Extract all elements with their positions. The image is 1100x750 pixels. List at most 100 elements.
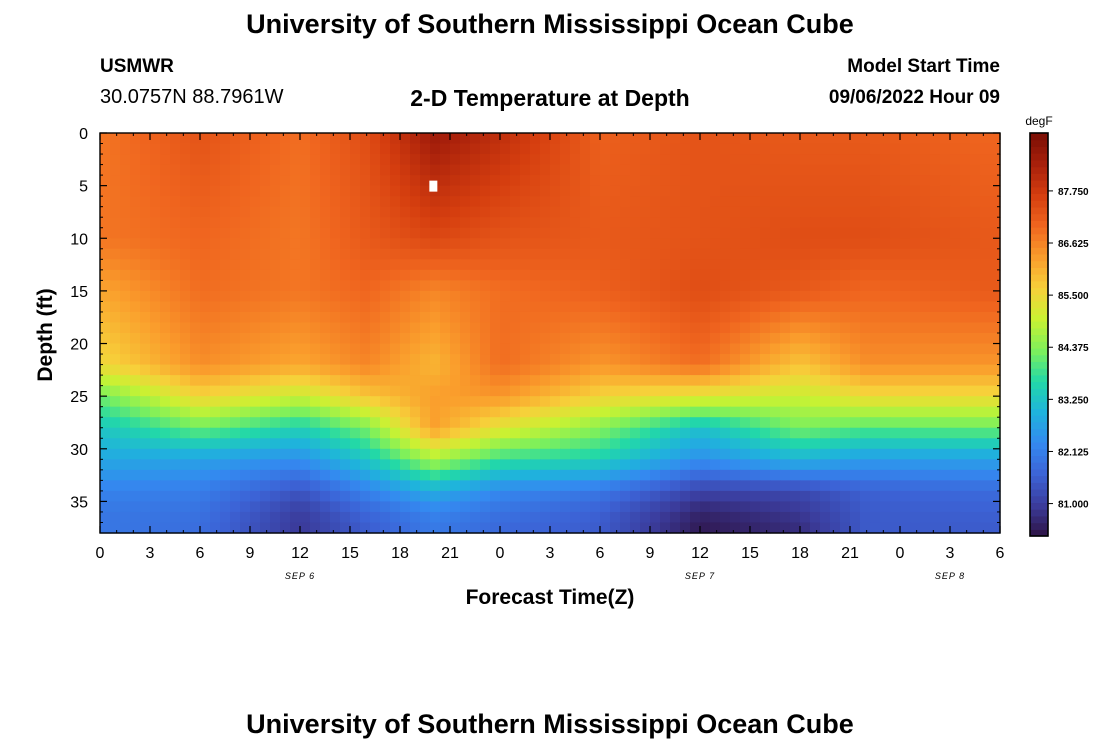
heatmap-cell — [410, 206, 421, 218]
heatmap-cell — [920, 417, 931, 429]
heatmap-cell — [470, 143, 481, 155]
heatmap-cell — [170, 227, 181, 239]
heatmap-cell — [350, 354, 361, 366]
heatmap-cell — [810, 259, 821, 271]
heatmap-cell — [140, 333, 151, 345]
heatmap-cell — [690, 217, 701, 229]
heatmap-cell — [310, 269, 321, 281]
heatmap-cell — [180, 480, 191, 492]
heatmap-cell — [310, 175, 321, 187]
heatmap-cell — [490, 511, 501, 524]
heatmap-cell — [950, 227, 961, 239]
heatmap-cell — [240, 490, 251, 503]
heatmap-cell — [760, 375, 771, 387]
heatmap-cell — [470, 333, 481, 345]
heatmap-cell — [370, 154, 381, 166]
heatmap-cell — [380, 375, 391, 387]
heatmap-cell — [770, 301, 781, 313]
heatmap-cell — [760, 343, 771, 355]
heatmap-cell — [690, 311, 701, 324]
heatmap-cell — [120, 248, 131, 260]
heatmap-cell — [340, 511, 351, 524]
heatmap-cell — [210, 427, 221, 439]
heatmap-cell — [270, 417, 281, 429]
heatmap-cell — [680, 259, 691, 271]
heatmap-cell — [120, 511, 131, 524]
heatmap-cell — [800, 238, 811, 250]
heatmap-cell — [800, 333, 811, 345]
heatmap-cell — [970, 448, 981, 460]
heatmap-cell — [870, 333, 881, 345]
heatmap-cell — [970, 490, 981, 503]
heatmap-cell — [460, 364, 471, 376]
heatmap-cell — [540, 406, 551, 418]
heatmap-cell — [510, 311, 521, 324]
heatmap-cell — [660, 269, 671, 281]
heatmap-cell — [310, 385, 321, 397]
heatmap-cell — [920, 269, 931, 281]
heatmap-cell — [150, 364, 161, 376]
heatmap-cell — [800, 427, 811, 439]
heatmap-cell — [100, 227, 111, 239]
heatmap-cell — [920, 322, 931, 334]
heatmap-cell — [960, 175, 971, 187]
heatmap-cell — [310, 343, 321, 355]
heatmap-cell — [830, 385, 841, 397]
heatmap-cell — [350, 438, 361, 450]
heatmap-cell — [810, 459, 821, 471]
heatmap-cell — [140, 196, 151, 208]
heatmap-cell — [220, 385, 231, 397]
heatmap-cell — [790, 248, 801, 260]
heatmap-cell — [960, 185, 971, 197]
heatmap-cell — [510, 490, 521, 503]
heatmap-cell — [450, 269, 461, 281]
heatmap-cell — [640, 248, 651, 260]
heatmap-cell — [750, 311, 761, 324]
heatmap-cell — [940, 490, 951, 503]
heatmap-cell — [670, 354, 681, 366]
heatmap-cell — [990, 248, 1001, 260]
heatmap-cell — [830, 417, 841, 429]
heatmap-cell — [330, 522, 341, 534]
heatmap-cell — [880, 290, 891, 303]
heatmap-cell — [900, 469, 911, 481]
heatmap-cell — [930, 227, 941, 239]
heatmap-cell — [330, 290, 341, 303]
heatmap-cell — [300, 459, 311, 471]
heatmap-cell — [670, 469, 681, 481]
heatmap-cell — [330, 143, 341, 155]
heatmap-cell — [460, 206, 471, 218]
heatmap-cell — [950, 480, 961, 492]
heatmap-cell — [550, 490, 561, 503]
heatmap-cell — [510, 259, 521, 271]
heatmap-cell — [920, 511, 931, 524]
heatmap-cell — [550, 511, 561, 524]
heatmap-cell — [450, 522, 461, 534]
heatmap-cell — [260, 438, 271, 450]
heatmap-cell — [800, 185, 811, 197]
heatmap-cell — [120, 206, 131, 218]
heatmap-cell — [750, 227, 761, 239]
heatmap-cell — [300, 427, 311, 439]
heatmap-cell — [520, 143, 531, 155]
heatmap-cell — [220, 343, 231, 355]
heatmap-cell — [600, 206, 611, 218]
heatmap-cell — [970, 175, 981, 187]
heatmap-cell — [540, 375, 551, 387]
heatmap-cell — [130, 417, 141, 429]
heatmap-cell — [730, 280, 741, 292]
heatmap-cell — [630, 238, 641, 250]
colorbar-segment — [1030, 159, 1048, 168]
heatmap-cell — [130, 480, 141, 492]
heatmap-cell — [350, 290, 361, 303]
heatmap-cell — [650, 290, 661, 303]
heatmap-cell — [280, 206, 291, 218]
heatmap-cell — [520, 522, 531, 534]
station-coordinates: 30.0757N 88.7961W — [100, 86, 284, 108]
heatmap-cell — [570, 238, 581, 250]
heatmap-cell — [800, 469, 811, 481]
heatmap-cell — [500, 501, 511, 513]
heatmap-cell — [770, 511, 781, 524]
heatmap-cell — [450, 290, 461, 303]
heatmap-cell — [750, 269, 761, 281]
